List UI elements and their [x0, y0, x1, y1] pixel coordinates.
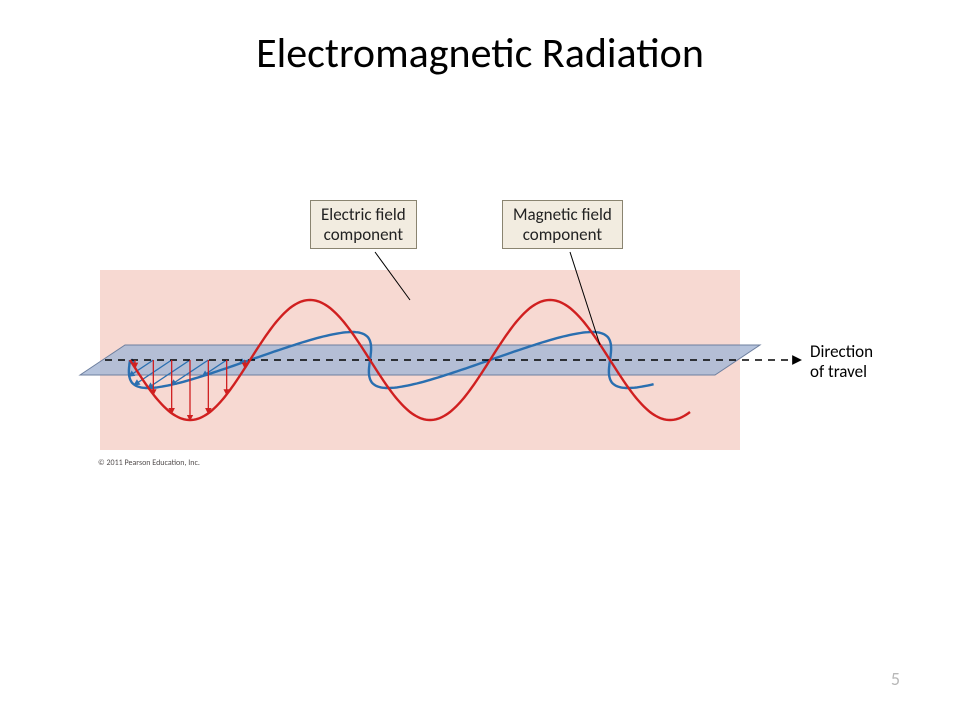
diagram-svg — [70, 200, 890, 480]
em-wave-diagram: Electric fieldcomponent Magnetic fieldco… — [70, 200, 890, 480]
direction-label: Directionof travel — [810, 342, 873, 381]
page-title: Electromagnetic Radiation — [0, 0, 960, 79]
page-number: 5 — [891, 668, 900, 690]
electric-field-label: Electric fieldcomponent — [310, 200, 417, 249]
copyright-text: © 2011 Pearson Education, Inc. — [98, 458, 200, 468]
magnetic-field-label: Magnetic fieldcomponent — [502, 200, 623, 249]
